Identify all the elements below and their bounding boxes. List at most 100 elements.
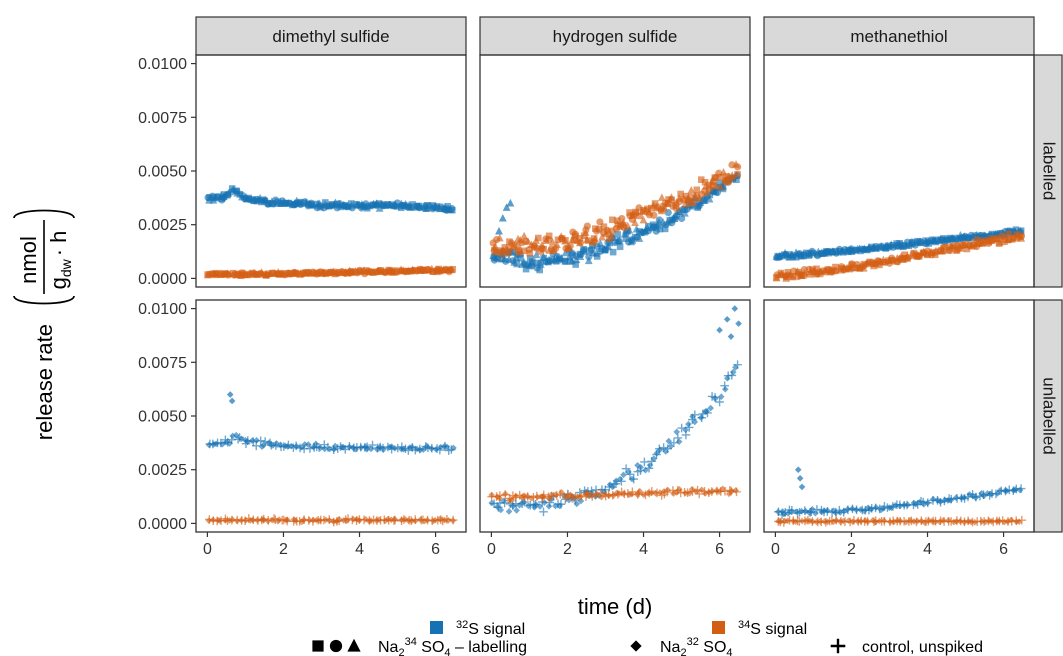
data-point: [978, 239, 987, 247]
x-tick-label: 4: [923, 541, 932, 558]
data-point: [803, 515, 813, 525]
data-point: [491, 242, 500, 251]
data-point: [794, 466, 802, 474]
facet-strip-row: [1033, 299, 1063, 533]
data-point: [688, 487, 697, 496]
data-point: [489, 499, 499, 508]
data-point: [987, 236, 996, 245]
data-point: [808, 248, 816, 257]
data-point: [693, 186, 701, 194]
data-point: [684, 423, 694, 432]
data-point: [509, 249, 516, 256]
data-point: [883, 503, 892, 512]
data-point: [406, 203, 415, 211]
data-point: [571, 230, 579, 238]
x-tick-label: 2: [279, 541, 288, 558]
data-point: [577, 491, 586, 500]
data-point: [694, 489, 704, 499]
data-point: [550, 256, 559, 264]
data-point: [583, 222, 591, 230]
data-point: [1007, 517, 1017, 526]
data-point: [963, 245, 971, 253]
x-tick-label: 0: [771, 541, 780, 558]
data-point: [447, 445, 456, 454]
data-point: [301, 441, 309, 448]
data-point: [491, 253, 500, 262]
data-point: [1005, 230, 1012, 238]
data-point: [512, 253, 521, 261]
data-point: [609, 480, 619, 489]
data-point: [561, 236, 569, 245]
data-point: [538, 240, 546, 249]
data-point: [936, 498, 945, 507]
data-point: [678, 214, 686, 223]
data-point: [619, 218, 628, 227]
data-point: [684, 194, 692, 202]
data-point: [535, 234, 542, 242]
data-point: [830, 638, 846, 654]
data-point: [498, 255, 505, 263]
legend-color-label: 32S signal: [456, 619, 525, 638]
data-point: [812, 505, 822, 514]
data-point: [216, 438, 226, 448]
data-point: [572, 255, 581, 264]
data-point: [307, 269, 316, 277]
data-point: [809, 505, 816, 513]
x-tick-label: 4: [639, 541, 648, 558]
data-point: [249, 515, 258, 525]
data-point: [524, 237, 532, 245]
data-point: [510, 258, 519, 266]
data-point: [800, 268, 809, 277]
data-point: [973, 236, 981, 244]
data-point: [383, 442, 393, 452]
x-tick-label: 6: [431, 541, 440, 558]
data-point: [305, 444, 315, 453]
data-point: [683, 488, 692, 498]
data-point: [879, 255, 888, 264]
y-tick-label: 0.0050: [138, 164, 187, 181]
data-point: [676, 486, 683, 493]
panel-border: [479, 299, 751, 533]
data-point: [681, 199, 690, 208]
data-point: [813, 265, 820, 273]
data-point: [539, 507, 548, 517]
data-point: [600, 488, 608, 496]
panel-border: [763, 54, 1035, 288]
data-point: [912, 517, 921, 527]
data-point: [539, 490, 549, 500]
data-point: [636, 466, 645, 475]
data-point: [324, 515, 334, 524]
data-point: [673, 433, 683, 443]
data-point: [622, 235, 630, 243]
panel-points: [772, 226, 1026, 282]
data-point: [932, 246, 940, 255]
data-point: [565, 242, 573, 251]
data-point: [798, 483, 806, 491]
data-point: [427, 264, 436, 273]
data-point: [777, 270, 786, 278]
facet-label-col: methanethiol: [850, 27, 947, 46]
data-point: [304, 516, 314, 525]
data-point: [779, 518, 789, 527]
data-point: [710, 182, 717, 189]
data-point: [782, 274, 791, 282]
data-point: [729, 368, 737, 376]
data-point: [647, 457, 657, 466]
data-point: [506, 198, 515, 207]
data-point: [609, 216, 616, 224]
data-point: [632, 224, 641, 233]
data-point: [291, 268, 300, 277]
data-point: [947, 241, 956, 250]
data-point: [515, 490, 524, 500]
y-axis: 0.0000 0.0025 0.0050 0.0075 0.0100 0.0000 0.00…: [138, 56, 196, 533]
data-point: [391, 267, 399, 276]
data-point: [663, 217, 672, 226]
data-point: [331, 198, 340, 207]
data-point: [235, 433, 244, 442]
data-point: [869, 517, 879, 526]
data-point: [516, 249, 523, 256]
data-point: [1004, 485, 1014, 495]
data-point: [284, 440, 293, 450]
data-point: [848, 504, 857, 514]
data-point: [616, 243, 624, 251]
